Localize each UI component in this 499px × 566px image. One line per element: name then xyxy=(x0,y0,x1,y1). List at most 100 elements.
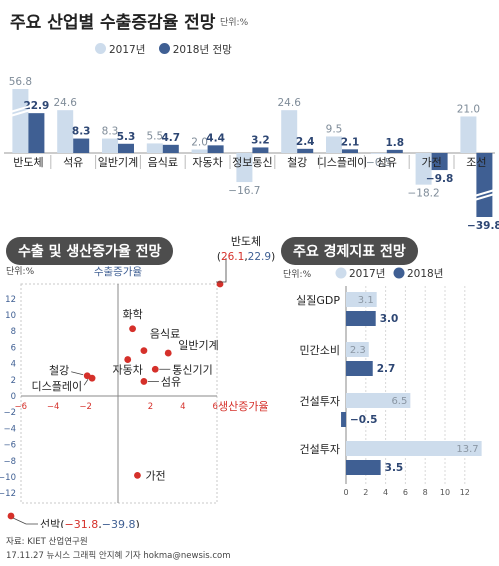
point-label-5: 섬유 xyxy=(161,375,181,388)
macro-legend-2017-swatch xyxy=(335,267,347,279)
label-2018-2: 5.3 xyxy=(117,131,136,143)
x-tick-5: 6 xyxy=(212,402,217,412)
macro-section-title: 주요 경제지표 전망 xyxy=(281,237,418,265)
bar-2018-4 xyxy=(207,145,224,153)
bar-2018-9 xyxy=(431,153,448,171)
scatter-point-1 xyxy=(140,347,148,355)
outlier-bottom-x: −31.8 xyxy=(65,518,99,528)
label-2018-4: 4.4 xyxy=(206,132,225,144)
plot-frame xyxy=(20,283,218,504)
category-label-7: 디스플레이 xyxy=(317,156,368,169)
bar-2018-6 xyxy=(297,148,314,153)
bar-2018-5 xyxy=(252,147,269,153)
macro-tick-2: 4 xyxy=(383,488,388,497)
y-tick-12: −12 xyxy=(0,489,16,499)
macro-category-0: 실질GDP xyxy=(296,294,340,307)
category-label-10: 조선 xyxy=(466,156,486,169)
legend-2018-label: 2018년 전망 xyxy=(172,44,232,56)
outlier-top-x: 26.1 xyxy=(221,251,244,263)
macro-label-2017-2: 6.5 xyxy=(391,396,407,407)
point-label-2: 일반기계 xyxy=(178,338,218,352)
scatter-point-4 xyxy=(151,365,159,373)
label-2018-6: 2.4 xyxy=(296,136,315,148)
macro-tick-5: 10 xyxy=(440,488,450,497)
scatter-point-8 xyxy=(134,471,141,479)
macro-label-2018-1: 2.7 xyxy=(377,363,396,375)
axis-break-2017-0 xyxy=(10,105,31,117)
bar-2017-10 xyxy=(460,116,477,153)
outlier-bottom-y: −39.8 xyxy=(102,518,136,528)
legend: 2017년 2018년 전망 xyxy=(95,42,242,57)
macro-legend-2017-label: 2017년 xyxy=(349,268,385,280)
y-tick-2: 8 xyxy=(11,327,16,337)
macro-tick-0: 0 xyxy=(343,488,348,497)
credit-line: 17.11.27 뉴시스 그래픽 안지혜 기자 hokma@newsis.com xyxy=(6,551,231,561)
x-tick-3: 2 xyxy=(148,402,153,412)
unit-label: 단위:% xyxy=(220,18,249,28)
label-2018-8: 1.8 xyxy=(385,137,404,149)
scatter-point-0 xyxy=(129,325,136,333)
macro-legend-2018-label: 2018년 xyxy=(407,268,443,280)
y-tick-9: −6 xyxy=(3,441,16,451)
x-tick-4: 4 xyxy=(180,402,185,412)
scatter-point-3 xyxy=(124,356,132,363)
bar-2017-2 xyxy=(102,138,118,153)
macro-tick-6: 12 xyxy=(460,488,470,497)
macro-bar-2017-3 xyxy=(346,441,482,456)
y-tick-11: −10 xyxy=(0,473,16,483)
y-tick-5: 2 xyxy=(11,376,16,386)
outlier-top-values: (26.1,22.9) xyxy=(217,251,275,263)
macro-bar-2017-2 xyxy=(346,393,411,408)
axis-break-2018-10 xyxy=(474,189,495,201)
category-label-9: 가전 xyxy=(421,156,441,169)
macro-label-2018-3: 3.5 xyxy=(385,462,404,474)
legend-2018-swatch xyxy=(158,43,170,54)
y-tick-4: 4 xyxy=(11,360,16,370)
label-2018-5: 3.2 xyxy=(251,134,270,146)
y-tick-3: 6 xyxy=(11,343,16,353)
bar-2017-5 xyxy=(236,153,253,183)
label-2017-1: 24.6 xyxy=(54,97,78,109)
bar-2017-3 xyxy=(146,143,163,153)
label-2018-9: −9.8 xyxy=(426,173,453,185)
outlier-top-y: 22.9 xyxy=(248,251,271,263)
category-label-3: 음식료 xyxy=(148,156,178,169)
y-tick-1: 10 xyxy=(5,311,16,321)
category-label-4: 자동차 xyxy=(192,156,222,169)
outlier-point-bottom xyxy=(7,512,15,520)
point-label-6: 철강 xyxy=(49,364,69,377)
economic-indicator-bar-chart: 단위:% 2017년 2018년 0 2 4 6 8 10 12 실질GDP 3.1 3.0 민간소비 2.… xyxy=(283,267,482,497)
export-production-scatter: 단위:% 수출증가율 −6 −4 −2 2 4 6 12 10 8 6 4 2 0 −2 −4 −6 −8 −10 −1… xyxy=(0,235,275,528)
outlier-bottom-label: 선박(−31.8,−39.8) xyxy=(40,518,140,528)
point-label-8: 가전 xyxy=(145,469,165,482)
legend-2017-label: 2017년 xyxy=(109,44,146,56)
outlier-top-name: 반도체 xyxy=(231,235,261,248)
bar-2018-10 xyxy=(476,153,493,217)
macro-tick-4: 8 xyxy=(423,488,428,497)
label-2017-9: −18.2 xyxy=(408,188,440,200)
x-tick-1: −4 xyxy=(47,402,60,412)
scatter-point-2 xyxy=(164,349,172,357)
y-axis-label: 수출증가율 xyxy=(94,266,143,278)
macro-label-2017-0: 3.1 xyxy=(358,295,374,306)
label-2018-1: 8.3 xyxy=(72,126,91,138)
point-label-1: 음식료 xyxy=(150,328,180,341)
label-2017-5: −16.7 xyxy=(228,185,260,197)
bar-2018-2 xyxy=(118,143,134,153)
label-2018-3: 4.7 xyxy=(161,132,180,144)
macro-tick-1: 2 xyxy=(363,488,368,497)
scatter-unit-label: 단위:% xyxy=(6,266,35,277)
category-label-6: 철강 xyxy=(287,156,307,169)
chart-title: 주요 산업별 수출증감율 전망 xyxy=(10,13,216,33)
macro-legend-2018-swatch xyxy=(393,267,405,279)
macro-bar-2017-0 xyxy=(346,292,377,307)
label-2017-10: 21.0 xyxy=(457,103,480,115)
bar-2017-8 xyxy=(370,153,387,154)
macro-category-2: 건설투자 xyxy=(300,395,340,408)
category-label-1: 석유 xyxy=(63,156,83,169)
label-2017-8: −0.5 xyxy=(366,157,392,169)
bar-2017-6 xyxy=(281,110,298,153)
macro-category-1: 민간소비 xyxy=(300,344,340,357)
category-label-2: 일반기계 xyxy=(98,155,138,169)
macro-label-2017-1: 2.3 xyxy=(350,345,366,356)
